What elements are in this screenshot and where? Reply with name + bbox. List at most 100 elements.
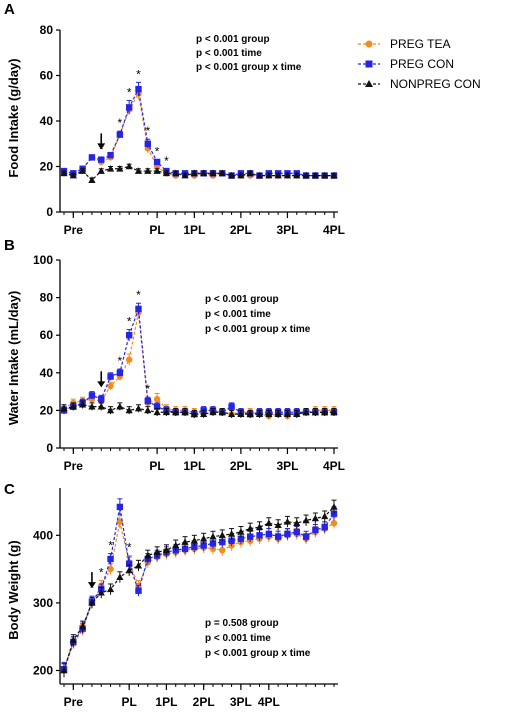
data-point-square bbox=[228, 537, 235, 544]
data-point-triangle bbox=[302, 171, 310, 179]
data-point-triangle bbox=[60, 169, 68, 177]
data-point-square bbox=[284, 530, 291, 538]
legend-item-preg-con: PREG CON bbox=[358, 57, 454, 71]
x-tick-label: PL bbox=[149, 459, 164, 473]
y-tick-label: 100 bbox=[33, 253, 53, 267]
data-point-square bbox=[293, 528, 300, 536]
data-point-square bbox=[312, 526, 319, 534]
data-point-square bbox=[125, 332, 133, 339]
data-point-triangle bbox=[125, 162, 133, 170]
x-tick-label: 1PL bbox=[155, 695, 177, 709]
data-point-triangle bbox=[153, 548, 161, 556]
panel-c-body-weight: C Body Weight (g) p = 0.508 group p < 0.… bbox=[4, 481, 338, 709]
data-point-square bbox=[116, 131, 124, 138]
data-point-triangle bbox=[265, 171, 273, 179]
data-point-triangle bbox=[218, 531, 226, 539]
data-point-triangle bbox=[172, 169, 180, 177]
data-point-triangle bbox=[321, 171, 329, 179]
data-point-triangle bbox=[302, 408, 310, 416]
y-tick-label: 60 bbox=[40, 328, 54, 342]
x-tick-label: 2PL bbox=[230, 223, 252, 237]
stats-line-c-2: p < 0.001 time bbox=[205, 633, 271, 644]
series-line-1 bbox=[63, 506, 335, 670]
significance-star: * bbox=[145, 124, 150, 138]
significance-star: * bbox=[99, 142, 104, 156]
data-point-triangle bbox=[134, 561, 143, 569]
legend-item-preg-tea: PREG TEA bbox=[358, 37, 450, 51]
panel-label-c: C bbox=[4, 481, 15, 498]
data-point-triangle bbox=[274, 521, 282, 528]
y-tick-label: 400 bbox=[33, 528, 53, 542]
data-point-triangle bbox=[209, 169, 217, 177]
data-point-triangle bbox=[97, 167, 105, 174]
y-tick-label: 200 bbox=[33, 663, 53, 677]
data-point-triangle bbox=[311, 171, 319, 179]
data-point-square bbox=[135, 587, 142, 594]
data-point-triangle bbox=[190, 410, 198, 417]
data-point-square bbox=[98, 156, 105, 163]
blue-square-icon bbox=[365, 60, 373, 68]
data-point-triangle bbox=[79, 622, 87, 630]
data-point-triangle bbox=[200, 534, 208, 542]
data-point-square bbox=[153, 158, 161, 166]
y-tick-label: 80 bbox=[40, 23, 54, 37]
y-tick-label: 40 bbox=[40, 366, 54, 380]
y-tick-label: 40 bbox=[40, 114, 54, 128]
data-point-triangle bbox=[69, 171, 77, 179]
data-point-triangle bbox=[227, 410, 236, 417]
data-point-triangle bbox=[134, 167, 143, 174]
data-point-triangle bbox=[255, 410, 264, 417]
data-point-triangle bbox=[255, 171, 264, 179]
x-tick-label: 2PL bbox=[230, 459, 252, 473]
data-point-triangle bbox=[144, 167, 152, 174]
series-line-2 bbox=[63, 404, 334, 415]
data-point-triangle bbox=[200, 169, 208, 177]
panel-label-b: B bbox=[4, 237, 15, 254]
y-tick-label: 0 bbox=[46, 441, 53, 455]
data-point-circle bbox=[125, 356, 133, 363]
data-point-triangle bbox=[153, 167, 161, 174]
stats-line-a-3: p < 0.001 group x time bbox=[196, 62, 302, 73]
data-point-triangle bbox=[79, 400, 87, 408]
significance-star: * bbox=[108, 539, 113, 553]
data-point-triangle bbox=[88, 599, 96, 606]
data-point-square bbox=[116, 503, 124, 511]
data-point-triangle bbox=[116, 573, 124, 581]
significance-star: * bbox=[164, 154, 169, 168]
data-point-square bbox=[107, 151, 114, 159]
data-point-square bbox=[125, 104, 133, 111]
data-point-triangle bbox=[265, 519, 273, 526]
orange-circle-icon bbox=[365, 40, 373, 48]
data-point-triangle bbox=[218, 408, 226, 416]
data-point-square bbox=[219, 538, 226, 546]
data-point-square bbox=[256, 532, 263, 539]
x-tick-label: 4PL bbox=[323, 223, 345, 237]
data-point-triangle bbox=[237, 528, 245, 535]
significance-star: * bbox=[118, 116, 123, 130]
data-point-triangle bbox=[302, 516, 310, 524]
x-tick-label: 3PL bbox=[230, 695, 252, 709]
data-point-triangle bbox=[265, 410, 273, 417]
data-point-triangle bbox=[237, 410, 245, 417]
data-point-triangle bbox=[134, 404, 143, 412]
data-point-triangle bbox=[246, 524, 254, 532]
significance-star: * bbox=[99, 566, 104, 580]
significance-star: * bbox=[127, 315, 132, 329]
significance-star: * bbox=[155, 145, 160, 159]
data-point-triangle bbox=[330, 503, 338, 510]
data-point-square bbox=[98, 395, 105, 403]
data-point-triangle bbox=[283, 517, 292, 525]
data-point-triangle bbox=[190, 536, 198, 544]
data-point-square bbox=[153, 403, 161, 410]
data-point-triangle bbox=[330, 171, 338, 179]
data-point-triangle bbox=[181, 408, 189, 416]
legend-item-nonpreg-con: NONPREG CON bbox=[358, 77, 481, 91]
data-point-circle bbox=[107, 565, 114, 573]
series-line-2 bbox=[63, 506, 335, 671]
data-point-triangle bbox=[274, 171, 282, 179]
data-point-square bbox=[125, 560, 133, 567]
data-point-triangle bbox=[106, 164, 115, 172]
x-tick-label: PL bbox=[122, 695, 137, 709]
legend-label-preg-tea: PREG TEA bbox=[390, 37, 450, 51]
